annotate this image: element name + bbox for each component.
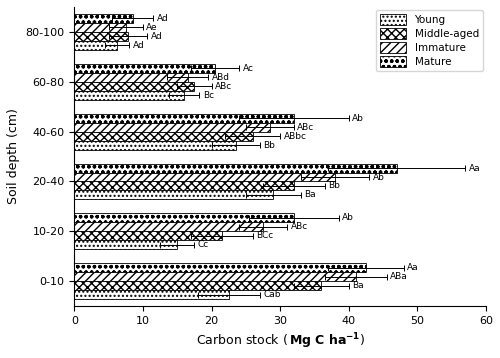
- Text: Ae: Ae: [146, 23, 158, 32]
- Bar: [74, 82, 194, 91]
- Text: Ab: Ab: [342, 213, 354, 222]
- Text: Ba: Ba: [352, 281, 364, 290]
- Text: Bb: Bb: [263, 141, 275, 150]
- Text: Aa: Aa: [407, 263, 419, 272]
- Text: ABbc: ABbc: [284, 132, 306, 141]
- Text: Cc: Cc: [198, 240, 209, 249]
- Text: Ac: Ac: [242, 64, 254, 73]
- Text: Bc: Bc: [202, 91, 214, 100]
- Bar: [74, 73, 188, 82]
- Text: Ba: Ba: [304, 190, 316, 199]
- Bar: [74, 123, 270, 132]
- Bar: [74, 141, 235, 150]
- Bar: [74, 91, 184, 100]
- Text: ABc: ABc: [290, 222, 308, 231]
- X-axis label: Carbon stock ( $\mathbf{Mg\ C\ ha^{-1}}$): Carbon stock ( $\mathbf{Mg\ C\ ha^{-1}}$…: [196, 332, 365, 351]
- Text: ABc: ABc: [215, 82, 232, 91]
- Text: ABc: ABc: [298, 123, 314, 132]
- Bar: [74, 281, 322, 290]
- Bar: [74, 173, 335, 182]
- Bar: [74, 263, 366, 272]
- Text: Ab: Ab: [373, 173, 384, 182]
- Text: Ad: Ad: [150, 32, 162, 41]
- Text: ABd: ABd: [212, 73, 230, 82]
- Text: Ab: Ab: [352, 113, 364, 123]
- Text: ABa: ABa: [390, 272, 407, 281]
- Text: Aa: Aa: [469, 164, 480, 173]
- Text: BCc: BCc: [256, 231, 274, 240]
- Bar: [74, 213, 294, 222]
- Legend: Young, Middle-aged, Immature, Mature: Young, Middle-aged, Immature, Mature: [376, 10, 483, 71]
- Bar: [74, 290, 229, 299]
- Bar: [74, 14, 132, 23]
- Text: Ad: Ad: [132, 41, 144, 50]
- Bar: [74, 190, 274, 199]
- Bar: [74, 222, 263, 231]
- Bar: [74, 41, 117, 50]
- Y-axis label: Soil depth (cm): Soil depth (cm): [7, 108, 20, 204]
- Text: Bb: Bb: [328, 182, 340, 190]
- Bar: [74, 240, 178, 249]
- Bar: [74, 32, 128, 41]
- Text: Ad: Ad: [156, 14, 168, 23]
- Text: Cab: Cab: [263, 290, 280, 299]
- Bar: [74, 231, 222, 240]
- Bar: [74, 23, 126, 32]
- Bar: [74, 64, 215, 73]
- Bar: [74, 182, 294, 190]
- Bar: [74, 164, 397, 173]
- Bar: [74, 272, 356, 281]
- Bar: [74, 114, 294, 123]
- Bar: [74, 132, 253, 141]
